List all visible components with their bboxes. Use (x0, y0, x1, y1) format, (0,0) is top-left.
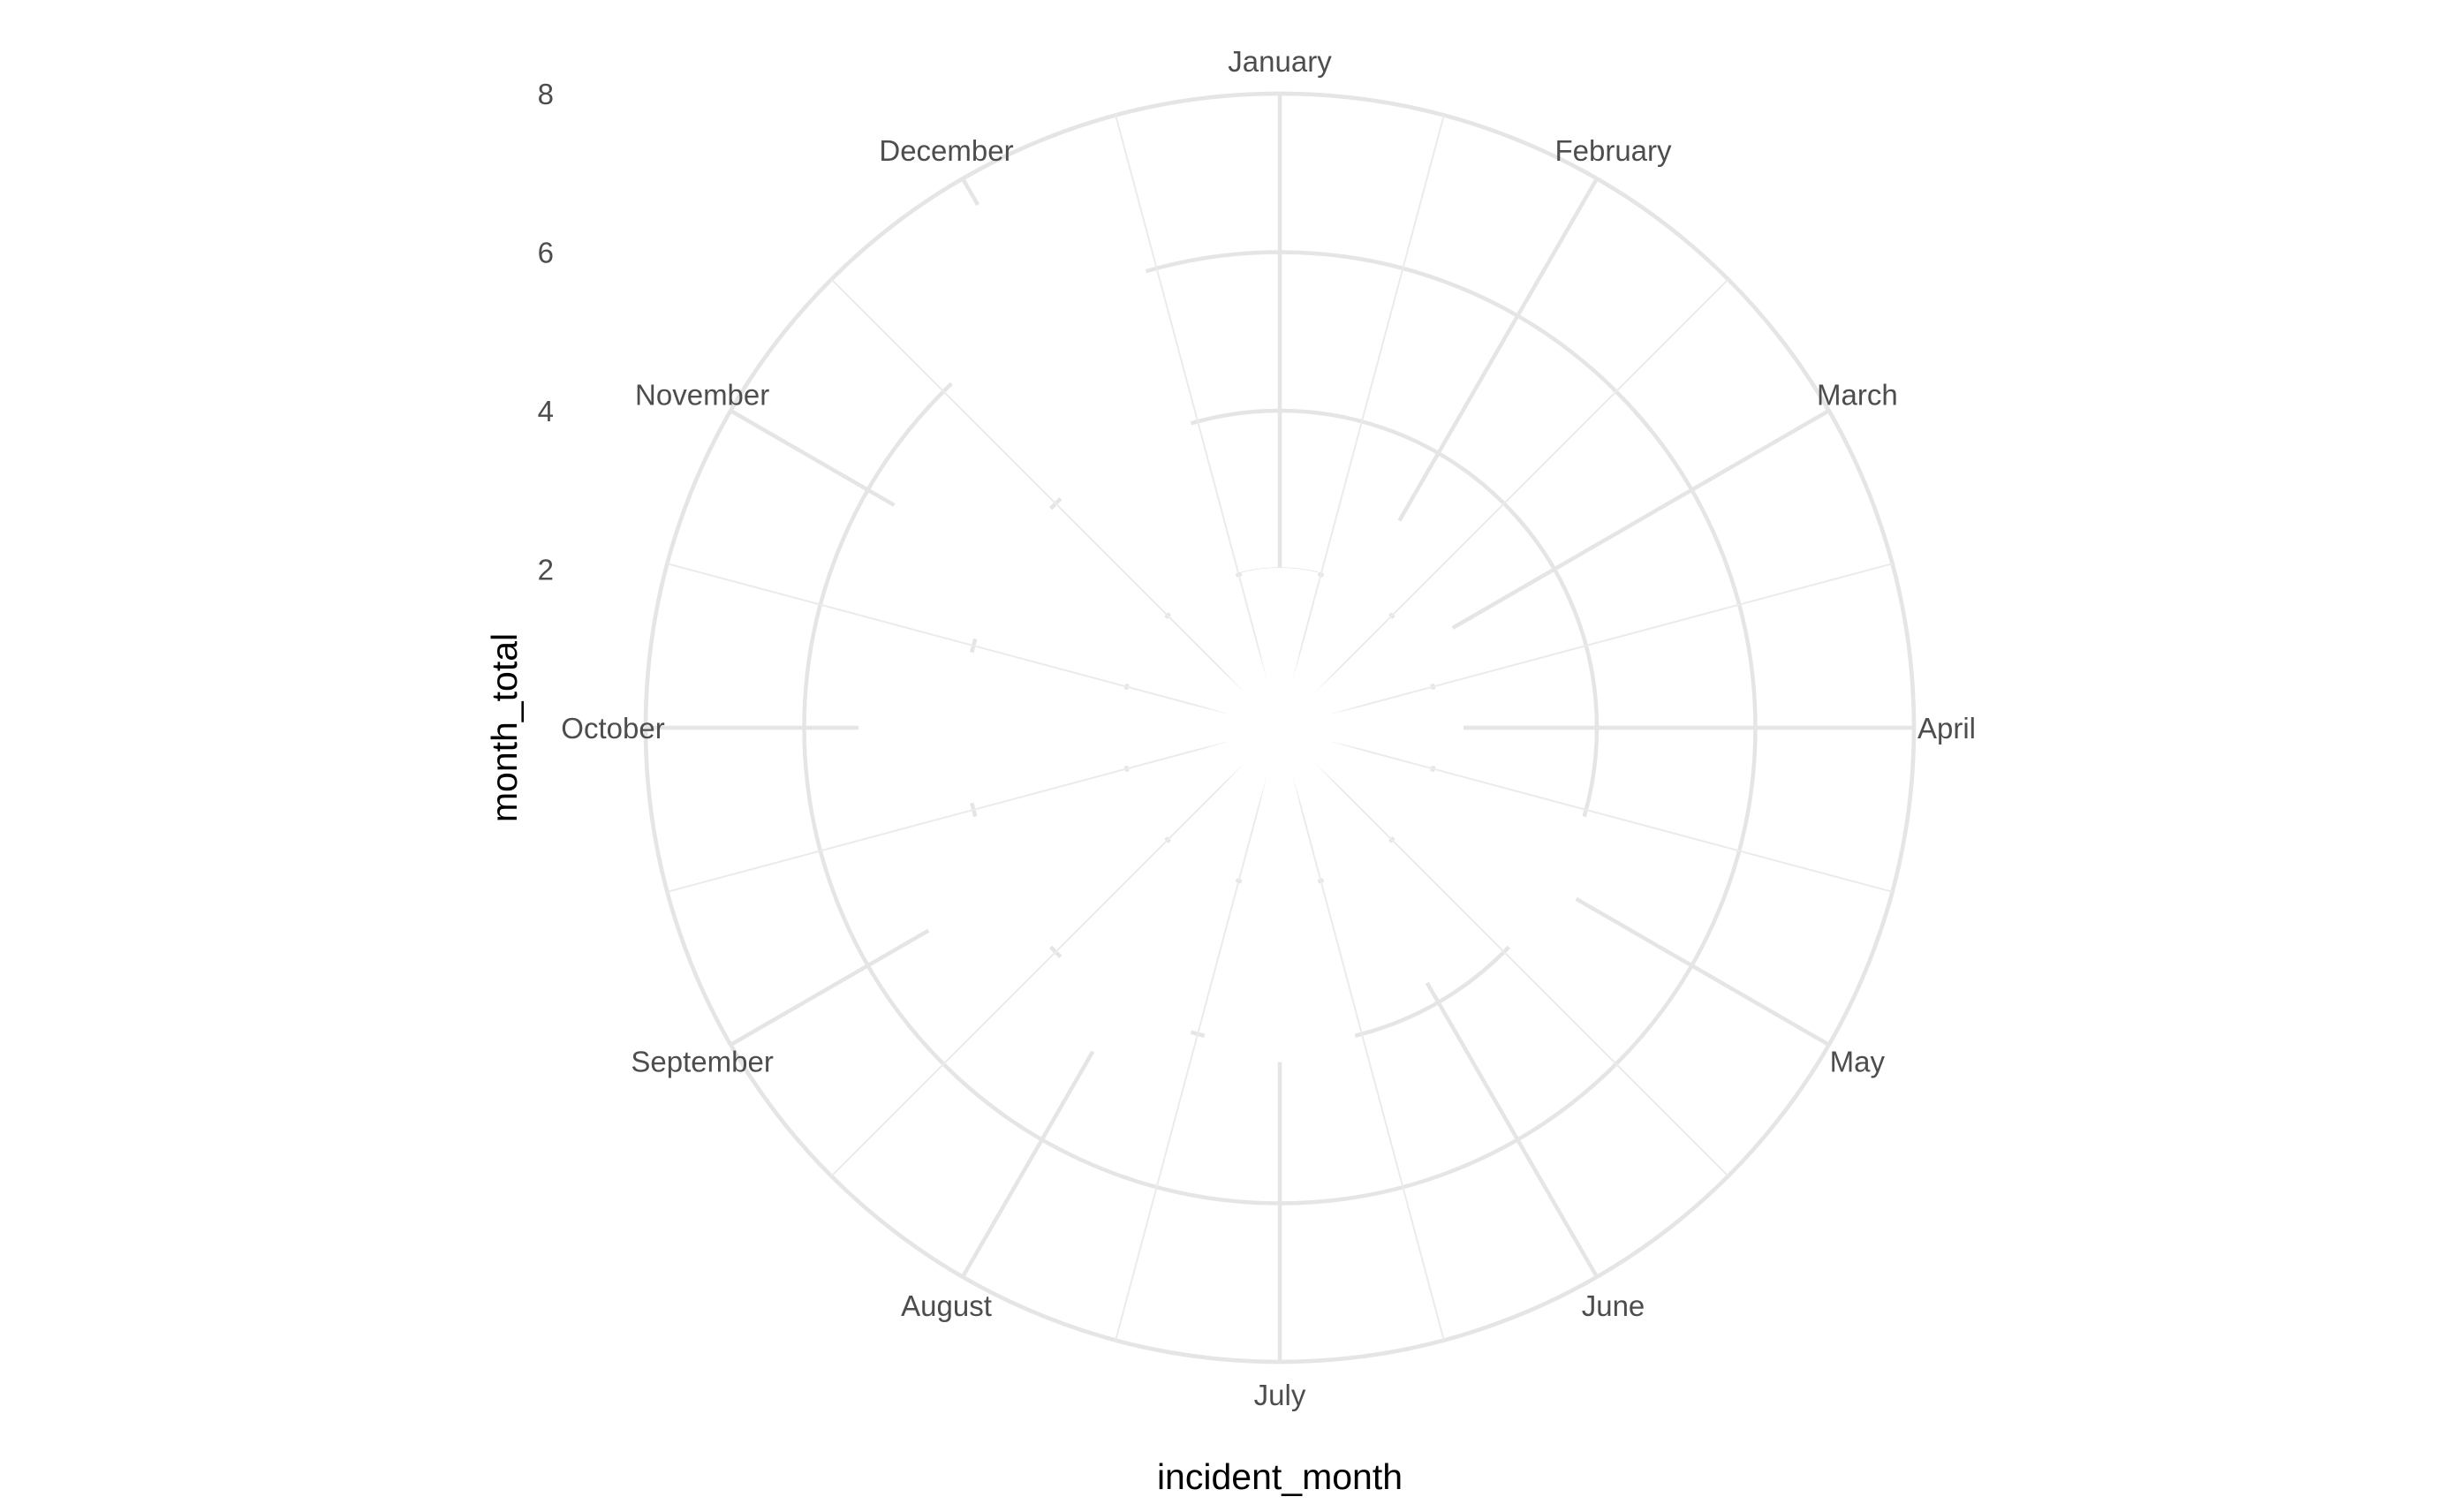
bar-november (852, 420, 1282, 730)
month-label-april: April (1917, 712, 1976, 745)
month-label-february: February (1554, 134, 1672, 167)
radial-gridline-minor (1115, 727, 1281, 1341)
y-tick-labels: 2 4 6 8 (538, 78, 554, 586)
bar-january (1241, 568, 1319, 729)
month-label-october: October (561, 712, 664, 745)
month-label-may: May (1830, 1046, 1886, 1078)
x-axis-title: incident_month (1157, 1456, 1403, 1497)
bar-september (890, 726, 1282, 1009)
month-label-december: December (879, 134, 1013, 167)
bar-february (1278, 497, 1446, 730)
y-axis-title: month_total (484, 633, 525, 822)
y-tick-label: 2 (538, 554, 554, 586)
month-label-january: January (1228, 45, 1332, 78)
radial-gridline-minor (830, 278, 1281, 729)
month-label-march: March (1817, 379, 1898, 412)
bars-layer (852, 148, 1608, 1087)
month-labels: January February March April May June July Augu… (561, 45, 1976, 1411)
bar-october (858, 628, 1281, 828)
bar-august (1021, 726, 1282, 1087)
radial-gridline-minor (1279, 563, 1893, 729)
bar-july (1200, 727, 1359, 1062)
y-tick-label: 8 (538, 78, 554, 110)
month-label-september: September (631, 1046, 773, 1078)
radial-gridline-minor (1279, 727, 1445, 1341)
radial-gridline-minor (1279, 727, 1893, 893)
radial-gridline-minor (1279, 278, 1729, 729)
month-label-august: August (901, 1289, 992, 1322)
bar-march (1278, 589, 1472, 730)
bar-december (863, 148, 1282, 730)
radial-gridline-minor (1115, 115, 1281, 729)
y-tick-label: 6 (538, 237, 554, 269)
radial-gridline-minor (830, 727, 1281, 1177)
bar-may (1278, 726, 1608, 964)
radial-gridline-minor (667, 563, 1281, 729)
y-tick-label: 4 (538, 395, 554, 427)
month-label-november: November (635, 379, 769, 412)
month-label-july: July (1254, 1379, 1306, 1411)
radial-gridline-minor (1279, 727, 1729, 1177)
radial-gridline-minor (1279, 115, 1445, 729)
bar-april (1279, 684, 1463, 772)
bar-june (1278, 726, 1484, 1011)
radial-gridline-minor (667, 727, 1281, 893)
month-label-june: June (1582, 1289, 1645, 1322)
